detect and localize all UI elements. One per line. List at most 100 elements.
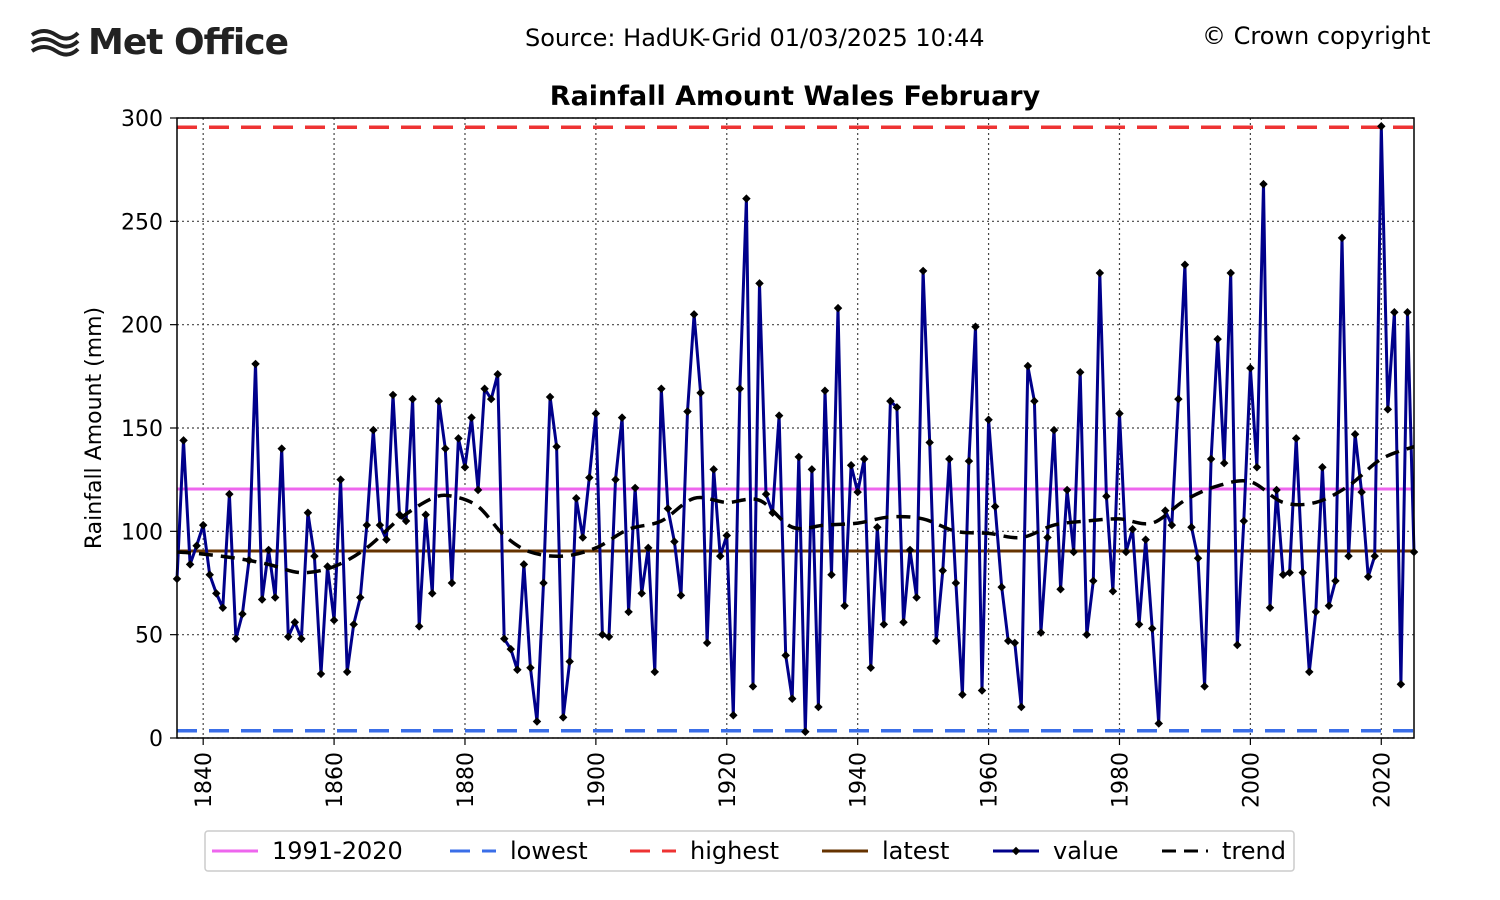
y-axis-label: Rainfall Amount (mm): [82, 307, 107, 549]
value-point: [683, 407, 692, 416]
header: Met Office Source: HadUK-Grid 01/03/2025…: [0, 0, 1500, 80]
value-point: [1193, 553, 1203, 563]
value-point: [1226, 268, 1235, 278]
value-point: [500, 634, 509, 644]
value-point: [925, 438, 934, 447]
value-point: [761, 489, 771, 499]
value-point: [251, 359, 260, 369]
value-point: [1154, 719, 1163, 728]
value-point: [670, 537, 679, 546]
value-point: [1082, 630, 1091, 639]
value-point: [729, 711, 738, 720]
value-point: [513, 665, 522, 675]
y-tick-label: 50: [135, 624, 163, 649]
x-tick-label: 1880: [454, 752, 479, 808]
value-point: [1357, 487, 1366, 497]
value-point: [585, 473, 594, 482]
x-tick-label: 2000: [1239, 752, 1264, 808]
value-point: [886, 396, 895, 406]
value-point: [572, 494, 581, 503]
value-point: [604, 632, 614, 641]
value-point: [951, 578, 961, 588]
value-point: [748, 682, 758, 691]
value-point: [382, 535, 391, 544]
value-point: [591, 409, 601, 418]
value-point: [297, 634, 306, 644]
value-point: [1239, 516, 1249, 526]
legend-trend-label: trend: [1222, 837, 1286, 865]
value-point: [1377, 122, 1386, 131]
grid: [177, 117, 1414, 739]
value-point: [1043, 533, 1052, 542]
value-point: [1069, 547, 1078, 557]
y-tick-label: 200: [121, 314, 163, 339]
value-point: [1134, 620, 1144, 629]
legend-latest-label: latest: [882, 837, 949, 865]
value-point: [984, 415, 993, 424]
source-label: Source: HadUK-Grid 01/03/2025 10:44: [525, 24, 985, 52]
value-point: [971, 322, 980, 331]
value-point: [735, 384, 745, 393]
value-point: [630, 483, 640, 493]
value-point: [1128, 525, 1137, 534]
value-point: [362, 520, 372, 530]
value-point: [349, 620, 358, 629]
value-point: [1121, 547, 1131, 557]
value-point: [1023, 361, 1033, 371]
value-point: [388, 390, 398, 400]
value-point: [657, 384, 666, 393]
value-point: [421, 510, 430, 520]
legend: 1991-2020 lowest highest latest value trend: [204, 830, 1295, 872]
value-point: [938, 566, 948, 575]
value-point: [329, 615, 339, 625]
value-point: [611, 475, 620, 484]
value-point: [408, 394, 417, 404]
value-line: [175, 124, 1416, 734]
value-point: [997, 582, 1006, 592]
value-point: [1010, 638, 1019, 648]
value-point: [1075, 367, 1085, 377]
value-point: [1147, 624, 1157, 633]
value-point: [801, 727, 810, 737]
value-point: [787, 694, 797, 703]
value-point: [1363, 572, 1373, 582]
value-point: [715, 551, 725, 561]
value-point: [454, 434, 463, 443]
value-point: [238, 609, 247, 619]
value-point: [1305, 667, 1314, 677]
value-point: [977, 686, 987, 695]
trend-line: [176, 444, 1415, 575]
value-point: [428, 589, 437, 598]
value-point: [637, 589, 646, 598]
value-point: [1344, 551, 1353, 561]
value-point: [1324, 601, 1334, 610]
value-point: [912, 593, 921, 602]
y-tick-label: 150: [121, 417, 163, 442]
y-tick-label: 250: [121, 210, 163, 235]
value-point: [1298, 568, 1307, 577]
value-point: [1337, 233, 1347, 243]
value-point: [1285, 568, 1294, 577]
value-point: [853, 487, 862, 497]
value-point: [414, 622, 424, 631]
value-point: [447, 578, 457, 588]
y-tick-label: 100: [121, 520, 163, 545]
value-point: [696, 388, 705, 398]
value-point: [1102, 491, 1111, 501]
value-point: [1396, 680, 1406, 689]
value-point: [264, 545, 273, 555]
value-point: [506, 644, 516, 654]
value-point: [709, 465, 718, 474]
value-point: [290, 618, 300, 627]
x-tick-label: 1840: [192, 752, 217, 808]
legend-value-label: value: [1053, 837, 1119, 865]
value-point: [1278, 570, 1288, 579]
x-tick-label: 1940: [847, 752, 872, 808]
value-point: [342, 667, 352, 677]
value-point: [310, 551, 319, 561]
value-point: [892, 403, 902, 412]
value-point: [519, 560, 529, 569]
value-point: [1350, 429, 1360, 439]
value-point: [774, 411, 784, 420]
